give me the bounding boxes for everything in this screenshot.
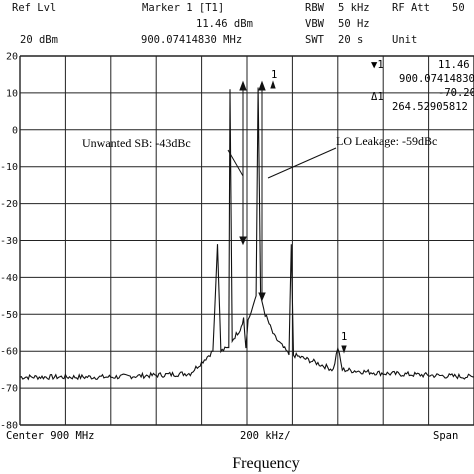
span-label: Span — [433, 430, 458, 442]
marker1-frequency: 900.07414830 — [399, 73, 474, 85]
y-tick-label: -80 — [0, 421, 18, 432]
y-tick-label: -70 — [0, 384, 18, 395]
marker1-peak-label: 1 — [271, 69, 277, 81]
annotation-arrows — [227, 80, 347, 354]
marker-frequency-readout: 900.07414830 MHz — [141, 34, 243, 46]
vbw-label: VBW — [305, 18, 324, 30]
rf-att-label: RF Att — [392, 2, 430, 14]
arrow-head-lo-down — [258, 292, 266, 302]
y-tick-label: -10 — [0, 162, 18, 173]
arrow-head-sb-up — [239, 80, 247, 91]
delta1-frequency: 264.52905812 — [392, 101, 468, 113]
marker1-triangle — [270, 80, 276, 89]
center-frequency: Center 900 MHz — [6, 430, 95, 442]
swt-value: 20 s — [338, 34, 364, 46]
ref-level-label: Ref Lvl — [12, 2, 57, 14]
y-tick-label: -30 — [0, 236, 18, 247]
arrow-head-lo-up — [258, 80, 266, 91]
unit-label: Unit — [392, 34, 418, 46]
rbw-label: RBW — [305, 2, 324, 14]
marker1-delta-label: 1 — [341, 331, 347, 343]
arrow-head-sb-down — [239, 236, 247, 246]
swt-label: SWT — [305, 34, 324, 46]
span-per-division: 200 kHz/ — [240, 430, 291, 442]
y-tick-label: -40 — [0, 273, 18, 284]
marker-title: Marker 1 [T1] — [142, 2, 225, 14]
lo-leakage-annotation: LO Leakage: -59dBc — [336, 134, 437, 148]
rf-att-value: 50 — [452, 2, 465, 14]
delta1-level: -70.20 — [438, 87, 474, 99]
ref-level-value: 20 dBm — [20, 34, 58, 46]
delta1-symbol: Δ1 — [371, 91, 384, 103]
x-axis-label: Frequency — [232, 455, 300, 472]
y-tick-label: 10 — [6, 88, 18, 99]
y-tick-label: -20 — [0, 199, 18, 210]
rbw-value: 5 kHz — [338, 2, 370, 14]
arrow-pointer-sb — [227, 149, 244, 177]
y-tick-label: 0 — [12, 125, 18, 136]
marker1-symbol: ▼1 — [371, 59, 384, 71]
spectrum-trace — [19, 87, 474, 381]
marker-delta-triangle — [341, 345, 347, 354]
vbw-value: 50 Hz — [338, 18, 370, 30]
y-tick-labels: 20 10 0 -10 -20 -30 -40 -50 -60 -70 -80 — [0, 52, 18, 432]
marker1-level: 11.46 — [438, 59, 470, 71]
grid-lines — [19, 55, 474, 426]
y-tick-label: 20 — [6, 52, 18, 63]
unwanted-sideband-annotation: Unwanted SB: -43dBc — [82, 136, 191, 150]
y-tick-label: -50 — [0, 310, 18, 321]
marker-level-readout: 11.46 dBm — [196, 18, 253, 30]
y-tick-label: -60 — [0, 347, 18, 358]
arrow-pointer-lo — [267, 147, 337, 179]
